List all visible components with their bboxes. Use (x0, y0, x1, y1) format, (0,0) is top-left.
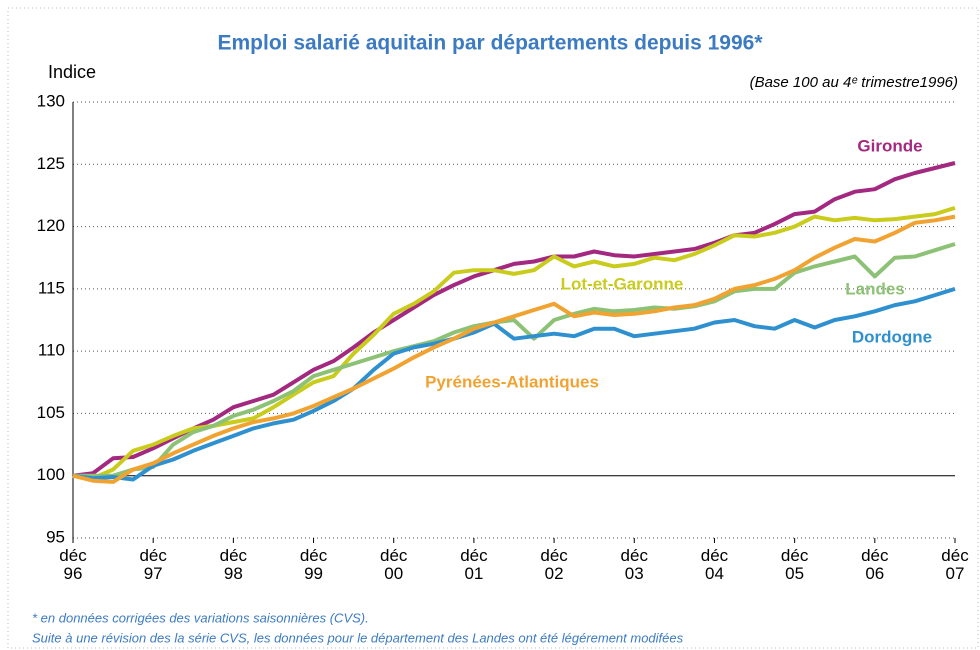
series-line (72, 161, 956, 478)
footnote: * en données corrigées des variations sa… (32, 610, 369, 625)
series-label: Pyrénées-Atlantiques (425, 372, 599, 391)
series-label: Gironde (857, 136, 922, 155)
x-tick-label: déc 07 (941, 546, 969, 583)
x-tick-label: déc 97 (139, 546, 167, 583)
x-tick-label: déc 01 (460, 546, 488, 583)
y-axis-label: Indice (48, 62, 96, 82)
y-tick-label: 95 (46, 527, 65, 546)
y-tick-label: 105 (37, 403, 65, 422)
footnote: Suite à une révision des la série CVS, l… (32, 630, 684, 645)
y-tick-label: 120 (37, 216, 65, 235)
subtitle: (Base 100 au 4ᵉ trimestre1996) (750, 74, 958, 91)
y-tick-label: 125 (37, 154, 65, 173)
y-tick-label: 115 (38, 278, 65, 297)
series-label: Landes (845, 279, 905, 298)
x-tick-label: déc 02 (540, 546, 568, 583)
y-tick-label: 130 (37, 91, 65, 110)
y-tick-label: 100 (37, 465, 65, 484)
frame (7, 7, 979, 649)
y-tick-label: 110 (38, 341, 65, 360)
series-line (72, 286, 956, 482)
series-label: Dordogne (852, 327, 932, 346)
x-tick-label: déc 96 (59, 546, 87, 583)
x-tick-label: déc 00 (380, 546, 408, 583)
x-tick-label: déc 98 (219, 546, 248, 583)
x-tick-label: déc 03 (620, 546, 648, 583)
x-tick-label: déc 04 (700, 546, 729, 583)
series-line (72, 214, 956, 484)
chart-title: Emploi salarié aquitain par départements… (217, 32, 763, 55)
series-line (73, 242, 956, 478)
x-tick-label: déc 05 (780, 546, 809, 583)
x-tick-label: déc 99 (299, 546, 328, 583)
x-tick-label: déc 06 (861, 546, 889, 583)
series-label: Lot-et-Garonne (561, 274, 684, 293)
